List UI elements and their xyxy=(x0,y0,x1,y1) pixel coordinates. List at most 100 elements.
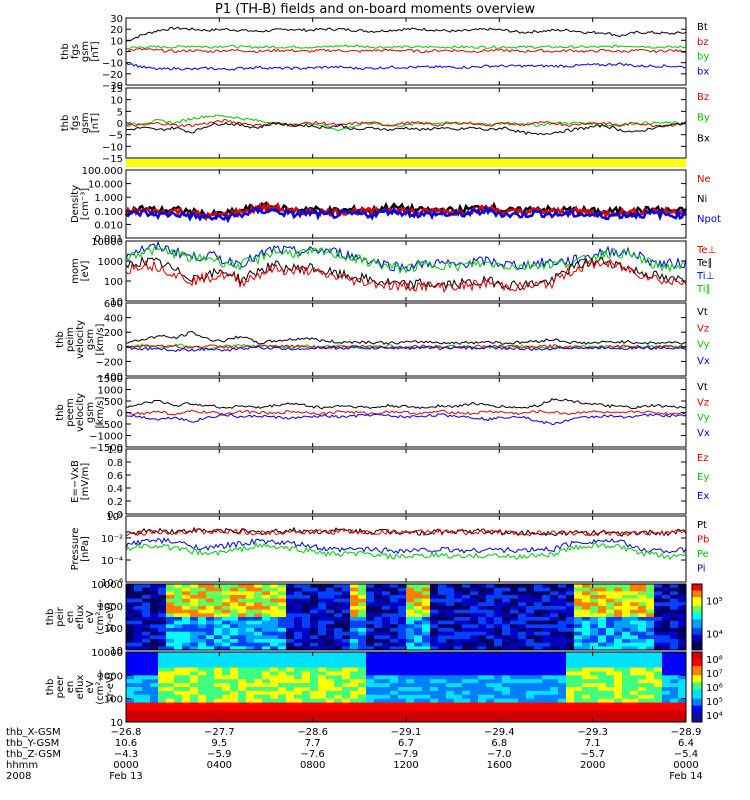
spectrogram-cell xyxy=(198,706,207,711)
spectrogram-cell xyxy=(630,646,639,651)
spectrogram-cell xyxy=(350,591,359,596)
spectrogram-cell xyxy=(318,646,327,651)
spectrogram-cell xyxy=(510,659,519,665)
spectrogram-cell xyxy=(470,667,479,672)
y-axis-label: mom xyxy=(70,258,81,284)
spectrogram-cell xyxy=(398,609,407,614)
spectrogram-cell xyxy=(350,620,359,625)
y-tick-label: 1000 xyxy=(98,386,123,397)
spectrogram-cell xyxy=(302,718,311,723)
spectrogram-cell xyxy=(646,655,655,661)
spectrogram-cell xyxy=(254,671,263,676)
spectrogram-cell xyxy=(366,591,375,596)
spectrogram-cell xyxy=(518,679,527,684)
spectrogram-cell xyxy=(566,639,575,644)
spectrogram-cell xyxy=(230,628,239,633)
spectrogram-cell xyxy=(126,620,135,625)
spectrogram-cell xyxy=(678,617,687,622)
spectrogram-cell xyxy=(270,642,279,647)
spectrogram-cell xyxy=(622,609,631,614)
spectrogram-cell xyxy=(230,591,239,596)
series-line xyxy=(125,409,687,416)
spectrogram-cell xyxy=(246,628,255,633)
spectrogram-cell xyxy=(494,690,503,696)
spectrogram-cell xyxy=(630,639,639,644)
spectrogram-cell xyxy=(478,667,487,672)
spectrogram-cell xyxy=(390,613,399,618)
spectrogram-cell xyxy=(502,617,511,622)
spectrogram-cell xyxy=(614,659,623,665)
spectrogram-cell xyxy=(206,687,215,692)
spectrogram-cell xyxy=(318,710,327,715)
spectrogram-cell xyxy=(326,606,335,611)
series-line xyxy=(125,205,687,224)
spectrogram-cell xyxy=(574,635,583,640)
spectrogram-cell xyxy=(206,642,215,647)
spectrogram-cell xyxy=(494,655,503,661)
spectrogram-cell xyxy=(230,584,239,589)
spectrogram-cell xyxy=(126,655,135,661)
spectrogram-cell xyxy=(134,591,143,596)
spectrogram-cell xyxy=(494,595,503,600)
spectrogram-cell xyxy=(350,642,359,647)
spectrogram-cell xyxy=(150,714,159,719)
spectrogram-cell xyxy=(286,591,295,596)
spectrogram-cell xyxy=(326,690,335,696)
spectrogram-cell xyxy=(390,628,399,633)
spectrogram-cell xyxy=(390,655,399,661)
spectrogram-cell xyxy=(310,628,319,633)
spectrogram-cell xyxy=(310,631,319,636)
spectrogram-cell xyxy=(142,598,151,603)
spectrogram-cell xyxy=(534,624,543,629)
y-tick-label: 100 xyxy=(104,695,123,706)
spectrogram-cell xyxy=(126,659,135,665)
spectrogram-cell xyxy=(278,631,287,636)
spectrogram-cell xyxy=(550,675,559,680)
spectrogram-cell xyxy=(526,659,535,665)
spectrogram-cell xyxy=(270,683,279,688)
spectrogram-cell xyxy=(134,714,143,719)
spectrogram-cell xyxy=(214,602,223,607)
spectrogram-cell xyxy=(286,718,295,723)
spectrogram-cell xyxy=(550,706,559,711)
spectrogram-cell xyxy=(494,706,503,711)
spectrogram-cell xyxy=(150,613,159,618)
spectrogram-cell xyxy=(614,598,623,603)
spectrogram-cell xyxy=(662,628,671,633)
spectrogram-cell xyxy=(406,587,415,592)
y-axis-label: gsm xyxy=(85,402,96,423)
spectrogram-cell xyxy=(334,584,343,589)
spectrogram-cell xyxy=(350,659,359,665)
spectrogram-cell xyxy=(174,718,183,723)
spectrogram-cell xyxy=(622,646,631,651)
spectrogram-cell xyxy=(254,655,263,661)
colorbar-cell xyxy=(692,712,702,716)
spectrogram-cell xyxy=(446,642,455,647)
spectrogram-cell xyxy=(310,598,319,603)
spectrogram-cell xyxy=(294,655,303,661)
spectrogram-cell xyxy=(382,646,391,651)
spectrogram-cell xyxy=(142,683,151,688)
spectrogram-cell xyxy=(678,639,687,644)
spectrogram-cell xyxy=(134,710,143,715)
spectrogram-cell xyxy=(310,683,319,688)
spectrogram-cell xyxy=(534,718,543,723)
spectrogram-cell xyxy=(278,698,287,704)
legend-label: Vz xyxy=(697,397,709,408)
spectrogram-cell xyxy=(606,663,615,669)
spectrogram-cell xyxy=(158,683,167,688)
spectrogram-cell xyxy=(238,631,247,636)
colorbar-tick-label: 10⁵ xyxy=(706,697,723,708)
spectrogram-cell xyxy=(254,683,263,688)
spectrogram-cell xyxy=(222,683,231,688)
spectrogram-cell xyxy=(214,652,223,657)
y-tick-label: 20 xyxy=(110,25,123,36)
spectrogram-cell xyxy=(294,671,303,676)
spectrogram-cell xyxy=(470,598,479,603)
colorbar-cell xyxy=(692,684,702,688)
spectrogram-cell xyxy=(398,628,407,633)
spectrogram-cell xyxy=(558,609,567,614)
spectrogram-cell xyxy=(654,655,663,661)
spectrogram-cell xyxy=(438,710,447,715)
spectrogram-cell xyxy=(534,598,543,603)
